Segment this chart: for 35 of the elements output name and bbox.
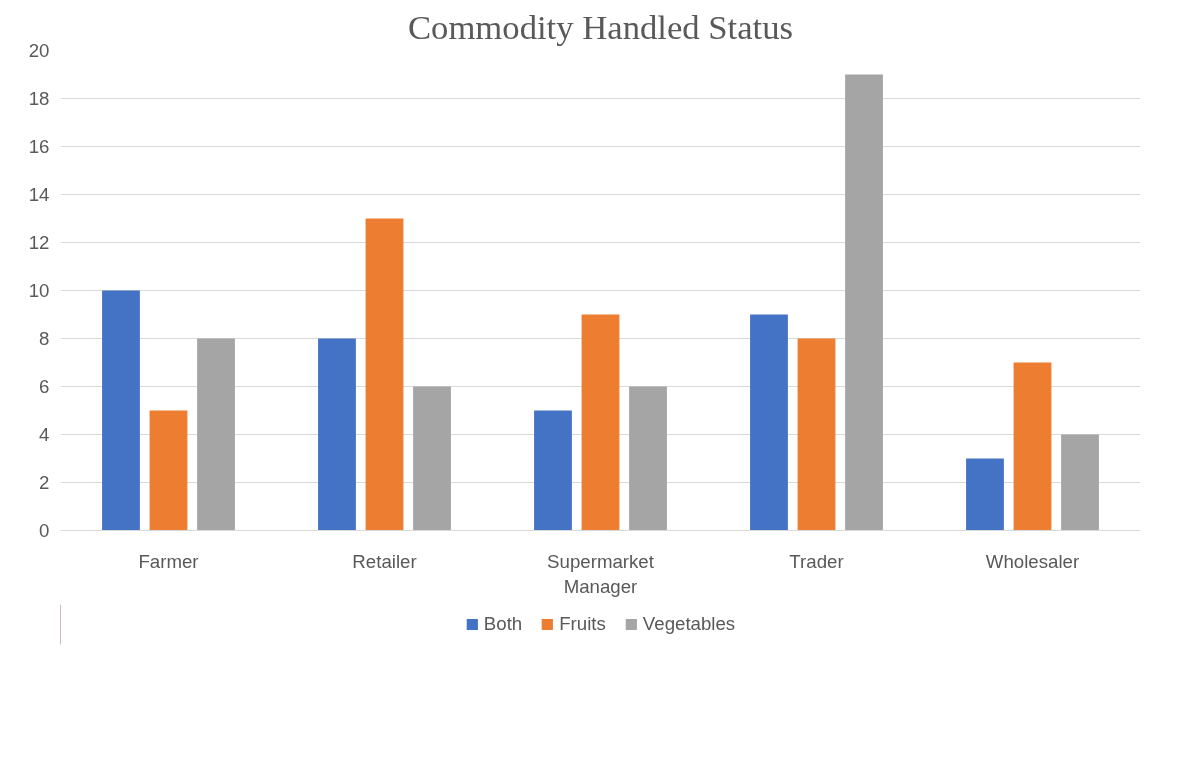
y-tick-label: 14 <box>28 184 50 205</box>
bar <box>149 410 188 531</box>
y-tick-label: 0 <box>39 520 50 541</box>
x-tick-label: Farmer <box>138 550 199 572</box>
bar <box>413 386 451 531</box>
y-tick-label: 20 <box>28 40 50 61</box>
bar <box>318 338 356 531</box>
y-tick-label: 16 <box>28 136 50 157</box>
bar <box>966 458 1004 531</box>
bar <box>581 314 620 531</box>
bar <box>197 338 235 531</box>
bar <box>365 218 404 531</box>
bar <box>845 74 883 531</box>
y-tick-label: 12 <box>28 232 50 253</box>
legend-label: Both <box>483 613 523 635</box>
bar <box>1061 434 1099 531</box>
bar <box>750 314 788 531</box>
y-tick-label: 4 <box>39 424 50 445</box>
x-tick-label: Retailer <box>352 550 417 572</box>
x-tick-label: Supermarket Manager <box>547 550 655 597</box>
y-tick-label: 6 <box>39 376 50 397</box>
bar <box>534 410 572 531</box>
chart-title: Commodity Handled Status <box>407 7 794 46</box>
y-tick-label: 2 <box>39 472 50 493</box>
bar <box>102 290 140 531</box>
bar <box>1013 362 1052 531</box>
legend-label: Vegetables <box>642 613 736 635</box>
legend-label: Fruits <box>559 613 606 635</box>
y-tick-label: 8 <box>39 328 50 349</box>
bar <box>797 338 836 531</box>
bar <box>629 386 667 531</box>
x-tick-label: Wholesaler <box>985 550 1080 572</box>
y-tick-label: 18 <box>28 88 50 109</box>
y-tick-label: 10 <box>28 280 50 301</box>
x-tick-label: Trader <box>789 550 844 572</box>
